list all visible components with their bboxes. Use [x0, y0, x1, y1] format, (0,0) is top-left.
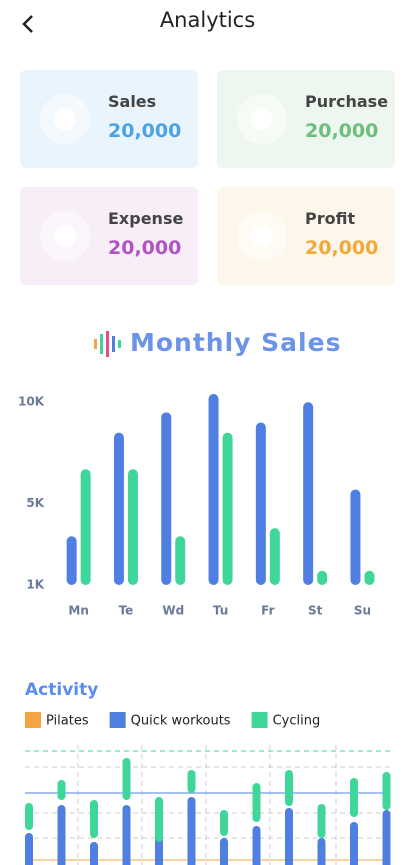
- bar: [175, 536, 186, 585]
- stat-card: Purchase 20,000: [217, 70, 395, 168]
- title-icon: [94, 331, 121, 357]
- range-bar: [90, 842, 98, 865]
- card-icon: [237, 94, 287, 144]
- range-bar: [187, 797, 196, 865]
- legend-label: Pilates: [46, 714, 89, 729]
- stat-card: Sales 20,000: [20, 70, 198, 168]
- range-bar: [220, 810, 228, 836]
- legend-swatch: [25, 712, 41, 728]
- card-icon: [40, 94, 90, 144]
- card-value: 20,000: [305, 237, 379, 259]
- range-bar: [350, 822, 358, 865]
- range-bar: [252, 826, 261, 865]
- stat-card: Profit 20,000: [217, 187, 395, 285]
- range-bar: [317, 838, 326, 865]
- range-bar: [220, 838, 228, 865]
- card-label: Expense: [108, 209, 184, 228]
- range-bar: [122, 805, 131, 865]
- card-value: 20,000: [108, 237, 182, 259]
- range-bar: [350, 778, 358, 817]
- range-bar: [25, 803, 33, 830]
- range-bar: [25, 833, 33, 865]
- legend-swatch: [251, 712, 268, 728]
- x-tick-label: Wd: [162, 604, 184, 618]
- range-bar: [382, 810, 391, 865]
- range-bar: [155, 797, 163, 842]
- bar: [317, 570, 328, 585]
- x-tick-label: Fr: [261, 604, 274, 618]
- range-bar: [382, 772, 391, 810]
- stat-card: Expense 20,000: [20, 187, 198, 285]
- range-bar: [252, 783, 261, 822]
- card-value: 20,000: [305, 120, 379, 142]
- range-bar: [285, 808, 293, 865]
- y-tick-label: 5K: [26, 496, 44, 510]
- bar: [66, 536, 77, 585]
- range-bar: [122, 758, 131, 800]
- y-tick-label: 1K: [26, 578, 44, 592]
- bar: [113, 432, 124, 585]
- x-tick-label: Su: [354, 604, 371, 618]
- range-bar: [187, 770, 196, 793]
- page-title: Analytics: [159, 8, 256, 32]
- x-tick-label: Mn: [68, 604, 88, 618]
- x-tick-label: St: [308, 604, 323, 618]
- range-bar: [317, 804, 326, 838]
- x-tick-label: Te: [119, 604, 134, 618]
- bar: [364, 570, 375, 585]
- bar: [127, 469, 138, 585]
- card-label: Sales: [108, 92, 157, 111]
- bar: [269, 528, 280, 585]
- range-bar: [57, 780, 66, 800]
- bar: [222, 432, 233, 585]
- bar: [350, 489, 361, 585]
- bar: [80, 469, 91, 585]
- chart-title: Activity: [25, 680, 98, 700]
- range-bar: [57, 805, 66, 865]
- activity-grid: [25, 745, 390, 865]
- card-icon: [237, 211, 287, 261]
- bar: [255, 422, 266, 585]
- bar: [303, 402, 314, 585]
- y-tick-label: 10K: [18, 395, 45, 409]
- legend-label: Quick workouts: [131, 714, 231, 729]
- card-icon: [40, 211, 90, 261]
- card-value: 20,000: [108, 120, 182, 142]
- back-button[interactable]: [20, 14, 36, 34]
- x-tick-label: Tu: [213, 604, 228, 618]
- card-label: Purchase: [305, 92, 389, 111]
- card-label: Profit: [305, 209, 356, 228]
- legend-swatch: [109, 712, 126, 728]
- chart-title: Monthly Sales: [130, 328, 341, 357]
- range-bar: [90, 800, 98, 838]
- bar: [161, 412, 172, 585]
- bar: [208, 394, 219, 585]
- range-bar: [285, 770, 293, 806]
- legend-label: Cycling: [273, 714, 321, 729]
